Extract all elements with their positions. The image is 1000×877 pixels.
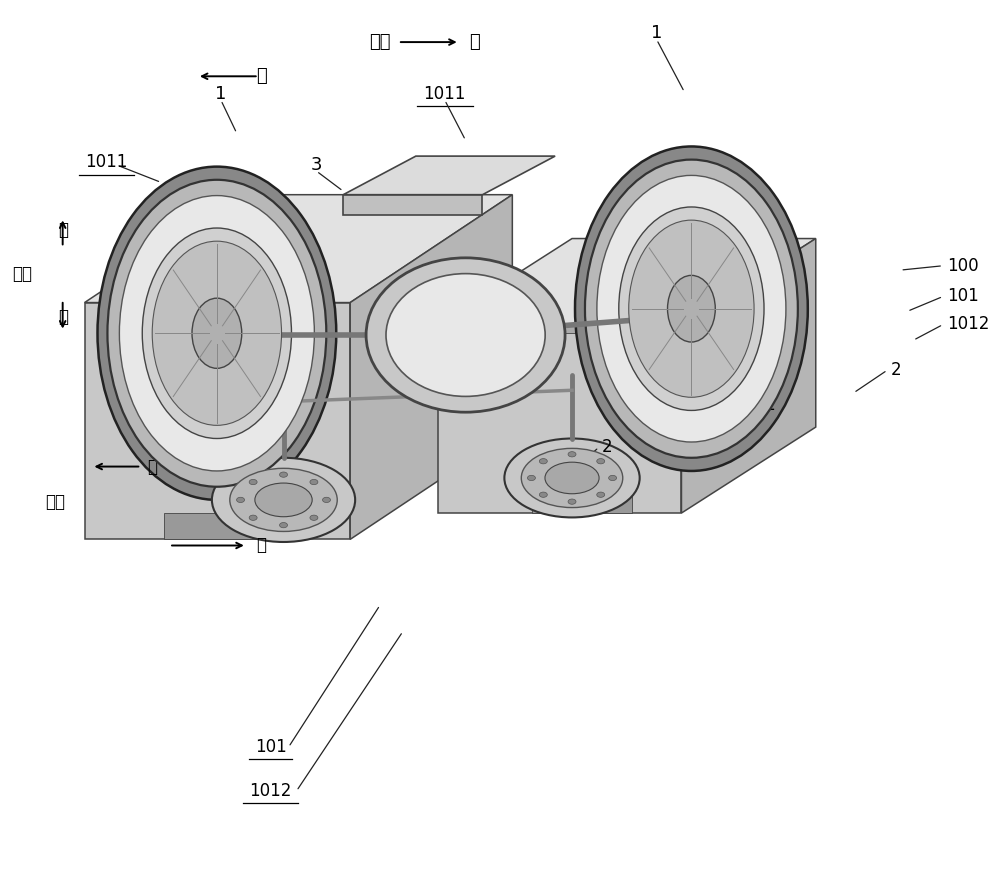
Text: 3: 3 [311, 156, 322, 174]
Text: 100: 100 [947, 257, 979, 275]
Ellipse shape [323, 497, 330, 503]
Text: 2: 2 [890, 361, 901, 379]
Polygon shape [350, 195, 512, 539]
Ellipse shape [280, 472, 288, 477]
Ellipse shape [585, 160, 798, 458]
Text: 1011: 1011 [423, 85, 466, 103]
Text: 101: 101 [255, 738, 286, 756]
Ellipse shape [568, 452, 576, 457]
Text: 横向: 横向 [369, 33, 391, 51]
Ellipse shape [366, 258, 565, 412]
Text: 上: 上 [58, 221, 68, 239]
Ellipse shape [230, 468, 337, 531]
Ellipse shape [575, 146, 808, 471]
Ellipse shape [152, 241, 282, 425]
Ellipse shape [545, 462, 599, 494]
Text: 1: 1 [215, 85, 227, 103]
Ellipse shape [255, 483, 312, 517]
Polygon shape [438, 324, 681, 513]
Ellipse shape [527, 475, 535, 481]
Text: 102: 102 [744, 396, 776, 414]
Polygon shape [85, 195, 512, 303]
Ellipse shape [539, 459, 547, 464]
Text: 纵向: 纵向 [45, 493, 65, 510]
Text: 101: 101 [947, 288, 979, 305]
Text: 左: 左 [256, 68, 267, 85]
Ellipse shape [107, 180, 326, 487]
Text: 右: 右 [470, 33, 480, 51]
Ellipse shape [280, 523, 288, 528]
Text: 下: 下 [58, 309, 68, 326]
Ellipse shape [192, 298, 242, 368]
Ellipse shape [568, 499, 576, 504]
Ellipse shape [212, 458, 355, 542]
Ellipse shape [597, 459, 605, 464]
Ellipse shape [539, 492, 547, 497]
Polygon shape [438, 239, 816, 324]
Text: 1012: 1012 [947, 316, 989, 333]
Ellipse shape [597, 175, 786, 442]
Ellipse shape [629, 220, 754, 397]
Ellipse shape [619, 207, 764, 410]
Text: 1012: 1012 [249, 782, 292, 800]
Text: 2: 2 [602, 438, 612, 456]
Ellipse shape [310, 515, 318, 520]
Polygon shape [532, 489, 632, 513]
Ellipse shape [249, 515, 257, 520]
Text: 前: 前 [257, 537, 267, 554]
Ellipse shape [119, 196, 314, 471]
Text: 1011: 1011 [85, 153, 128, 171]
Ellipse shape [310, 480, 318, 485]
Polygon shape [343, 156, 555, 195]
Text: 1: 1 [651, 25, 662, 42]
Ellipse shape [386, 274, 545, 396]
Ellipse shape [237, 497, 245, 503]
Text: 绝向: 绝向 [12, 265, 32, 282]
Polygon shape [532, 324, 632, 333]
Polygon shape [164, 303, 269, 311]
Ellipse shape [521, 448, 623, 508]
Text: 后: 后 [147, 458, 157, 475]
Ellipse shape [249, 480, 257, 485]
Ellipse shape [597, 492, 605, 497]
Ellipse shape [97, 167, 336, 500]
Polygon shape [343, 195, 482, 215]
Polygon shape [681, 239, 816, 513]
Polygon shape [85, 303, 350, 539]
Ellipse shape [609, 475, 617, 481]
Ellipse shape [142, 228, 291, 438]
Polygon shape [164, 513, 269, 539]
Ellipse shape [668, 275, 715, 342]
Ellipse shape [504, 438, 640, 517]
